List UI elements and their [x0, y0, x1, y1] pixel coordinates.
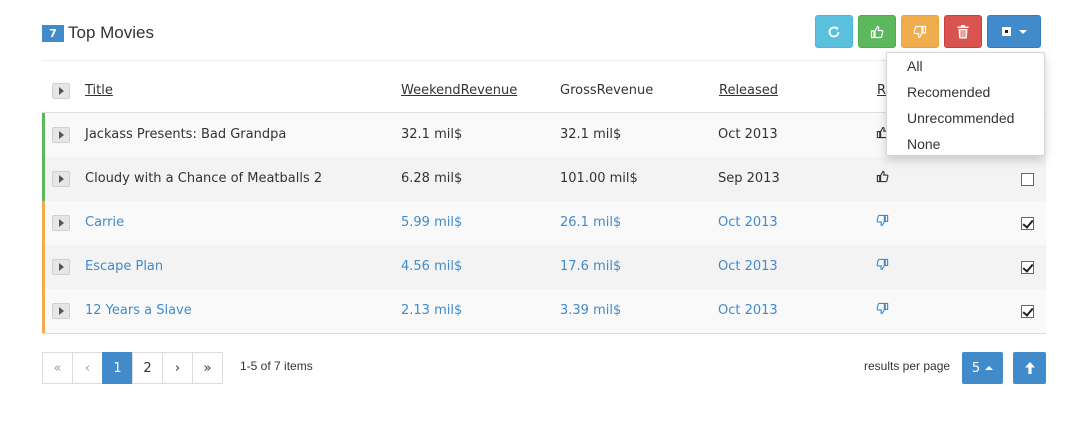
cell-weekend-revenue: 4.56 mil$ — [401, 259, 463, 274]
scroll-top-button[interactable] — [1013, 352, 1046, 384]
cell-gross-revenue: 26.1 mil$ — [560, 215, 622, 230]
movies-grid: Title WeekendRevenue GrossRevenue Releas… — [42, 70, 1046, 334]
cell-weekend-revenue: 6.28 mil$ — [401, 171, 463, 186]
menu-item-all[interactable]: All — [907, 58, 923, 74]
grid-header-row: Title WeekendRevenue GrossRevenue Releas… — [42, 70, 1046, 113]
expand-row-icon[interactable] — [52, 127, 70, 143]
cell-released: Oct 2013 — [718, 259, 778, 274]
delete-button[interactable] — [944, 15, 982, 48]
column-header-released[interactable]: Released — [719, 83, 779, 98]
recommend-button[interactable] — [858, 15, 896, 48]
expand-row-icon[interactable] — [52, 259, 70, 275]
refresh-button[interactable] — [815, 15, 853, 48]
cell-gross-revenue: 3.39 mil$ — [560, 303, 622, 318]
pager-page-1[interactable]: 1 — [102, 352, 133, 384]
cell-title: Escape Plan — [85, 259, 164, 274]
thumbs-down-icon — [876, 214, 889, 231]
unrecommended-stripe — [42, 289, 45, 333]
results-per-page-label: results per page — [864, 359, 951, 373]
page-size-value: 5 — [971, 360, 981, 376]
cell-title: Jackass Presents: Bad Grandpa — [85, 127, 287, 142]
count-badge: 7 — [42, 25, 64, 42]
recommended-stripe — [42, 157, 45, 201]
row-checkbox[interactable] — [1021, 305, 1034, 318]
expand-row-icon[interactable] — [52, 215, 70, 231]
column-header-recommended[interactable]: R — [877, 83, 887, 98]
cell-released: Sep 2013 — [718, 171, 780, 186]
cell-weekend-revenue: 2.13 mil$ — [401, 303, 463, 318]
cell-weekend-revenue: 32.1 mil$ — [401, 127, 463, 142]
pager-first-button[interactable]: « — [42, 352, 73, 384]
trash-icon — [957, 24, 969, 38]
pager-prev-button[interactable]: ‹ — [72, 352, 103, 384]
page-size-select[interactable]: 5 — [962, 352, 1003, 384]
row-checkbox[interactable] — [1021, 173, 1034, 186]
unrecommended-stripe — [42, 245, 45, 289]
page-title: Top Movies — [68, 23, 154, 42]
cell-released: Oct 2013 — [718, 215, 778, 230]
table-row[interactable]: 12 Years a Slave 2.13 mil$ 3.39 mil$ Oct… — [42, 289, 1046, 333]
checkbox-select-icon — [1001, 27, 1011, 36]
unrecommended-stripe — [42, 201, 45, 245]
grid-bottom-border — [42, 333, 1046, 334]
thumbs-up-icon — [876, 170, 889, 187]
column-header-weekend-revenue[interactable]: WeekendRevenue — [401, 83, 518, 98]
select-menu-button[interactable] — [987, 15, 1041, 48]
cell-released: Oct 2013 — [718, 127, 778, 142]
table-row[interactable]: Carrie 5.99 mil$ 26.1 mil$ Oct 2013 — [42, 201, 1046, 245]
expand-row-icon[interactable] — [52, 171, 70, 187]
unrecommend-button[interactable] — [901, 15, 939, 48]
menu-item-none[interactable]: None — [907, 136, 941, 152]
expand-row-icon[interactable] — [52, 303, 70, 319]
cell-gross-revenue: 101.00 mil$ — [560, 171, 638, 186]
table-row[interactable]: Jackass Presents: Bad Grandpa 32.1 mil$ … — [42, 113, 1046, 157]
pager-page-2[interactable]: 2 — [132, 352, 163, 384]
cell-released: Oct 2013 — [718, 303, 778, 318]
grid-header: 7 Top Movies — [42, 14, 1046, 61]
cell-title: Cloudy with a Chance of Meatballs 2 — [85, 171, 323, 186]
refresh-icon — [828, 25, 840, 37]
row-checkbox[interactable] — [1021, 217, 1034, 230]
column-header-title[interactable]: Title — [85, 83, 113, 98]
select-dropdown-menu: All Recomended Unrecommended None — [886, 52, 1045, 156]
row-checkbox[interactable] — [1021, 261, 1034, 274]
recommended-stripe — [42, 113, 45, 157]
cell-title: Carrie — [85, 215, 125, 230]
thumbs-up-icon — [870, 25, 884, 38]
cell-gross-revenue: 32.1 mil$ — [560, 127, 622, 142]
thumbs-down-icon — [913, 25, 927, 38]
table-row[interactable]: Escape Plan 4.56 mil$ 17.6 mil$ Oct 2013 — [42, 245, 1046, 289]
pager-info: 1-5 of 7 items — [240, 359, 313, 373]
column-header-gross-revenue: GrossRevenue — [560, 83, 654, 98]
pagination: « ‹ 1 2 › » — [42, 352, 223, 384]
menu-item-recommended[interactable]: Recomended — [907, 84, 991, 100]
pager-last-button[interactable]: » — [192, 352, 223, 384]
expand-all-icon[interactable] — [52, 83, 70, 99]
cell-weekend-revenue: 5.99 mil$ — [401, 215, 463, 230]
menu-item-unrecommended[interactable]: Unrecommended — [907, 110, 1015, 126]
thumbs-down-icon — [876, 258, 889, 275]
cell-title: 12 Years a Slave — [85, 303, 192, 318]
caret-up-icon — [985, 366, 994, 370]
table-row[interactable]: Cloudy with a Chance of Meatballs 2 6.28… — [42, 157, 1046, 201]
pager-next-button[interactable]: › — [162, 352, 193, 384]
arrow-up-icon — [1024, 362, 1035, 374]
thumbs-down-icon — [876, 302, 889, 319]
cell-gross-revenue: 17.6 mil$ — [560, 259, 622, 274]
caret-down-icon — [1018, 29, 1027, 34]
